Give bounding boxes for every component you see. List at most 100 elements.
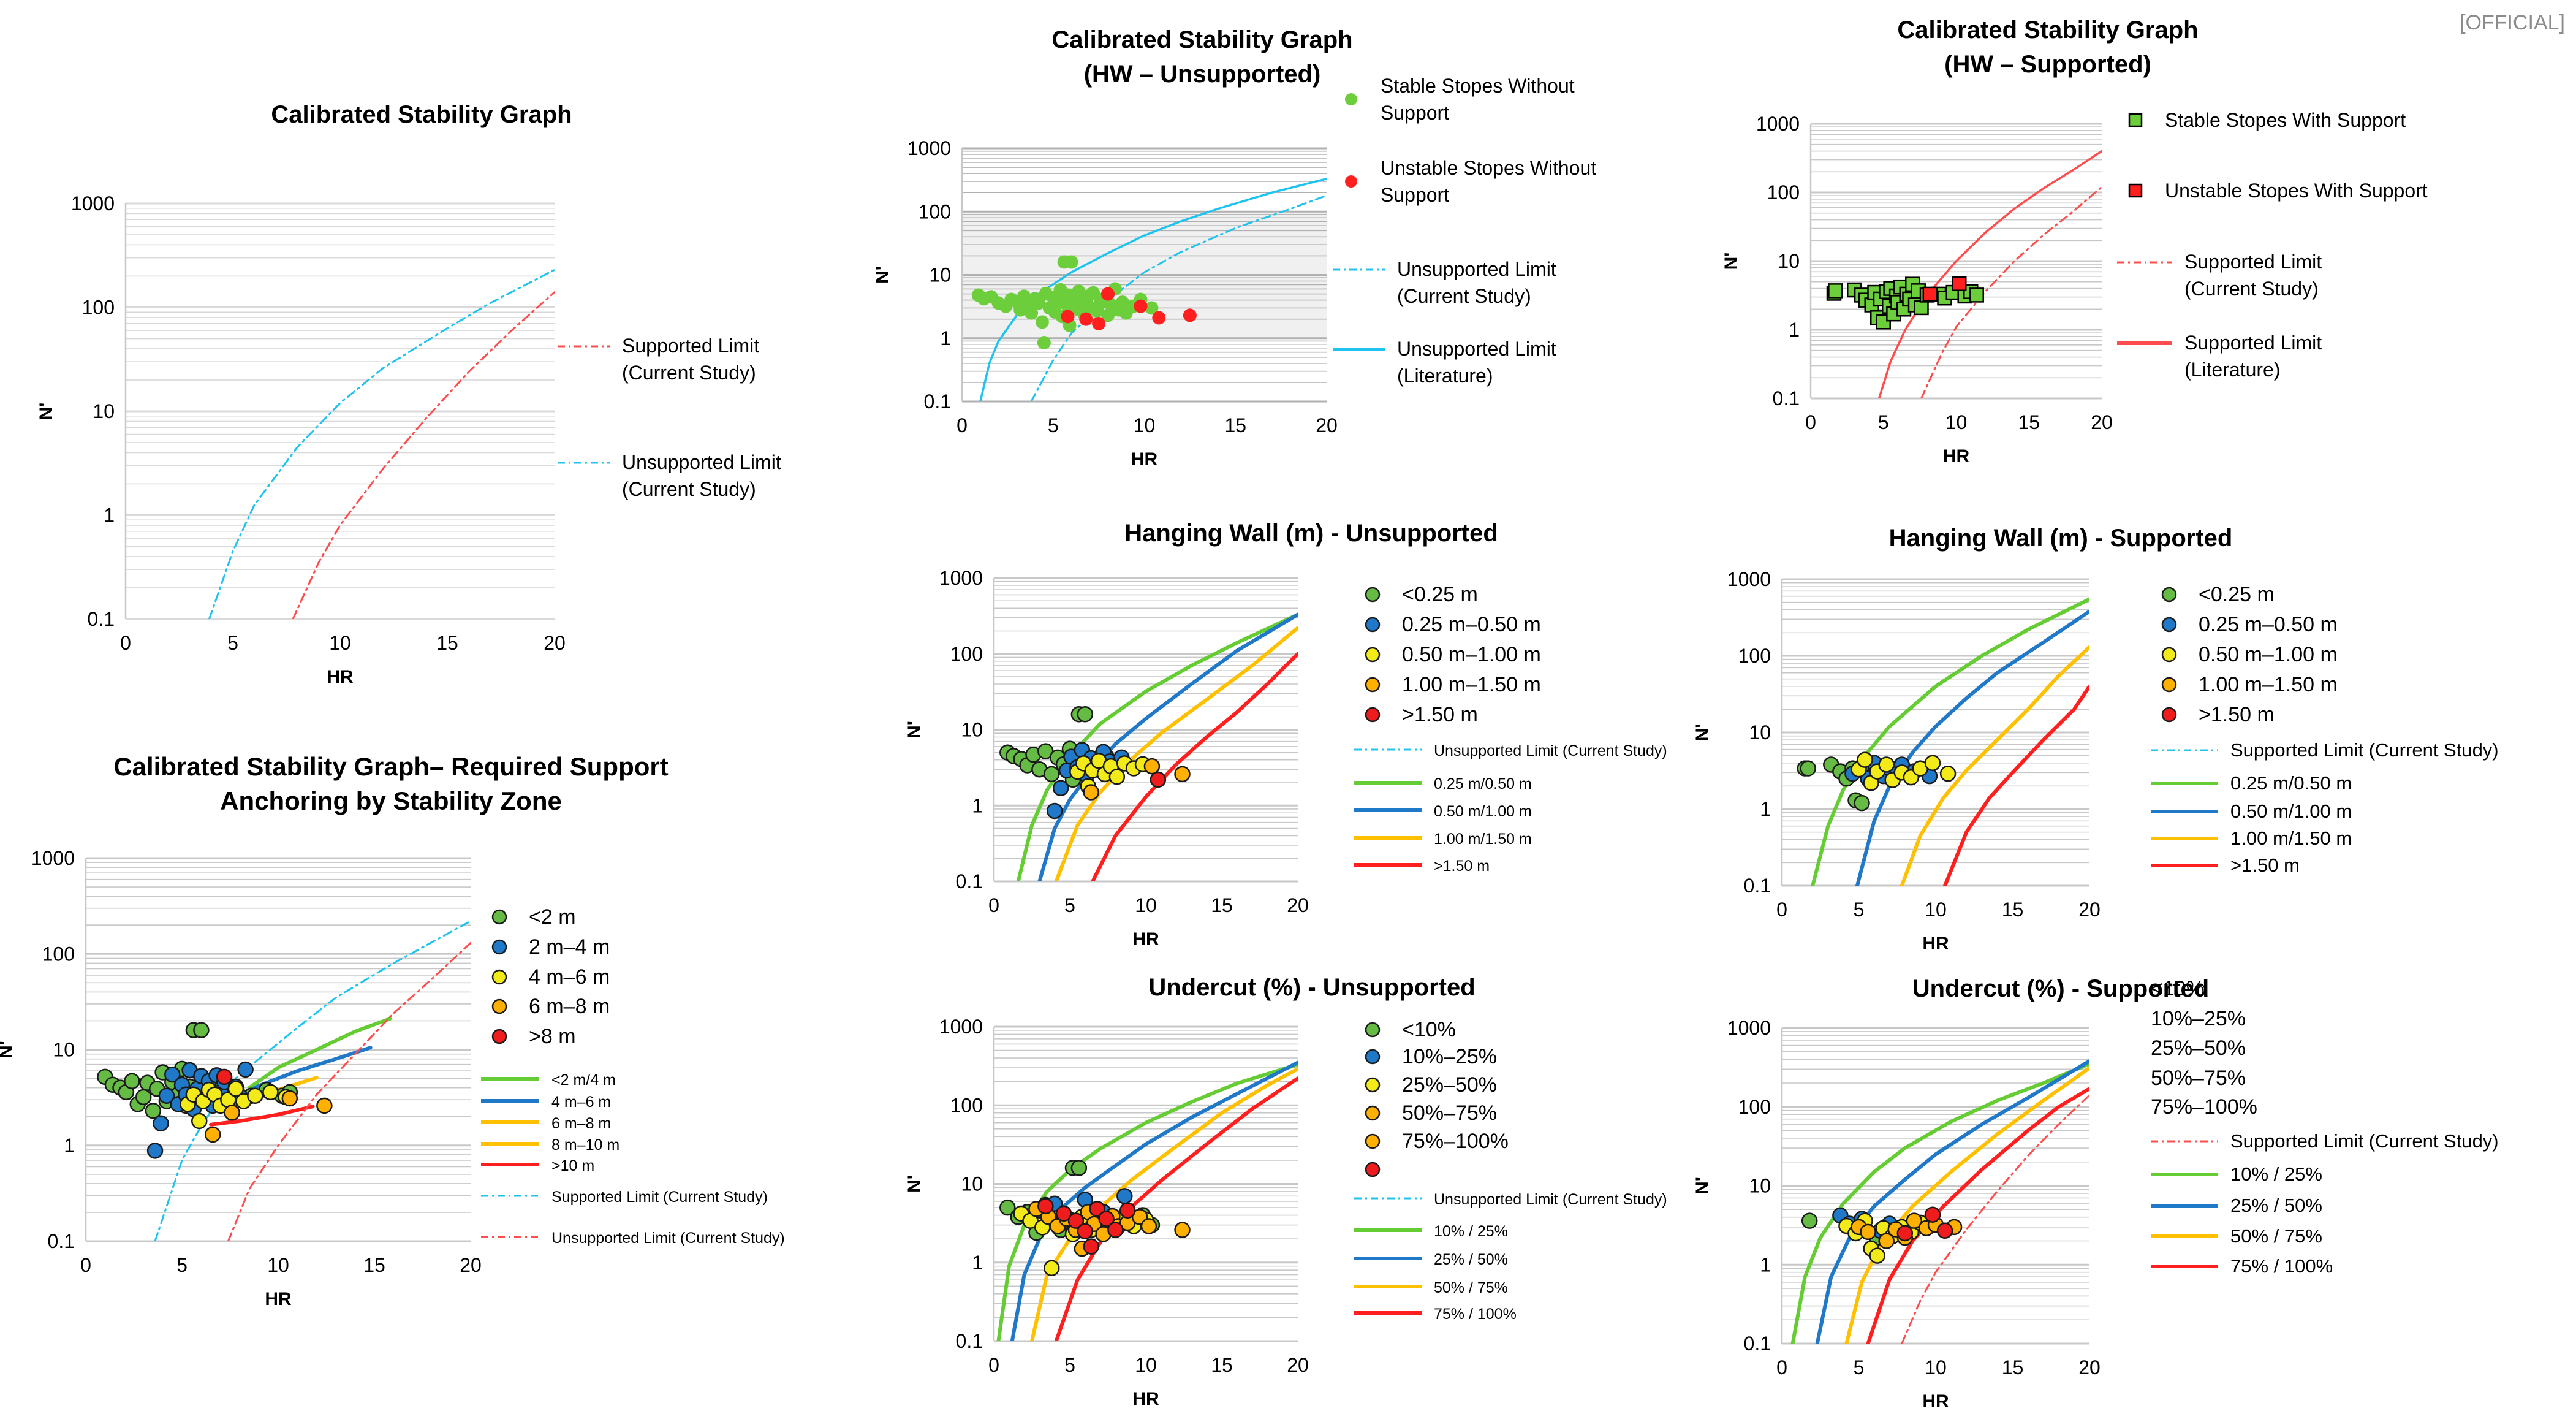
chart-title: Calibrated Stability Graph (271, 101, 572, 128)
series-line-1-50-m (1943, 684, 2089, 886)
legend-swatch-4-m-6-m (491, 969, 507, 985)
legend-label: 50% / 75% (1434, 1279, 1508, 1296)
data-point-stable-stopes-with-support (1914, 300, 1929, 316)
plot-area (1797, 597, 2089, 886)
legend-label: >10 m (551, 1157, 594, 1174)
y-tick-label: 10 (961, 1173, 983, 1195)
series-line-10-m (209, 1105, 315, 1127)
x-tick-label: 10 (1925, 1356, 1947, 1379)
legend-swatch-0-50-m-1-00-m (2161, 647, 2177, 663)
legend-label: 1.00 m–1.50 m (2199, 673, 2338, 696)
legend-label: Support (1381, 184, 1449, 206)
data-point-stable-stopes-with-support (1969, 287, 1984, 303)
x-tick-label: 0 (988, 894, 999, 916)
x-tick-label: 0 (80, 1254, 91, 1276)
data-point-0-25-m-0-50-m (1046, 802, 1063, 820)
data-point-25-50 (1869, 1247, 1885, 1264)
data-point-75-100 (1055, 1205, 1072, 1222)
data-point-stable-stopes-without-support (1025, 306, 1039, 320)
x-tick-label: 20 (544, 632, 566, 654)
x-axis-label: HR (1131, 449, 1158, 470)
data-point-10-25 (1116, 1188, 1133, 1204)
y-tick-label: 1 (940, 327, 951, 349)
y-tick-label: 1000 (1727, 1017, 1771, 1039)
data-point-25-50 (1043, 1260, 1060, 1277)
legend-swatch-0-25-m-0-50-m (2161, 617, 2177, 633)
legend-label: 4 m–6 m (529, 965, 610, 989)
y-axis-label: N' (904, 721, 925, 739)
series-line-0-25-m-0-50-m (1811, 597, 2089, 886)
plot-area (971, 177, 1327, 401)
chart-title: Hanging Wall (m) - Unsupported (1124, 520, 1498, 547)
x-tick-label: 20 (1287, 894, 1309, 916)
x-tick-label: 10 (1925, 899, 1947, 921)
x-tick-label: 5 (227, 632, 238, 654)
y-tick-label: 0.1 (48, 1230, 75, 1252)
y-tick-label: 1000 (939, 567, 983, 589)
legend-label: Supported Limit (622, 335, 759, 357)
x-tick-label: 5 (1048, 414, 1059, 436)
legend-label: Unstable Stopes With Support (2165, 180, 2428, 202)
legend-label: Stable Stopes With Support (2165, 109, 2406, 131)
data-point-50-75 (1140, 1218, 1157, 1234)
data-point-2-m-4-m (146, 1143, 164, 1159)
chart-title: Calibrated Stability Graph– Required Sup… (113, 752, 668, 781)
data-point-0-50-m-1-00-m (1857, 751, 1873, 768)
y-axis-label: N' (1721, 253, 1741, 270)
x-tick-label: 0 (957, 414, 968, 436)
y-tick-label: 10 (53, 1039, 75, 1061)
series-line-2-m-4-m (247, 1017, 392, 1090)
legend-swatch-10-25 (1365, 1049, 1381, 1065)
legend-label: Supported Limit (2184, 332, 2322, 354)
legend-label: 10%–25% (2151, 1007, 2246, 1030)
y-tick-label: 0.1 (88, 608, 115, 630)
data-point-75-100 (1924, 1206, 1941, 1223)
y-tick-label: 100 (82, 297, 115, 319)
legend-label: 8 m–10 m (551, 1136, 619, 1154)
y-tick-label: 1000 (1756, 113, 1800, 135)
x-axis-label: HR (1922, 1391, 1949, 1411)
data-point-50-75 (1174, 1222, 1191, 1238)
x-tick-label: 20 (1287, 1354, 1309, 1376)
chart-title: Calibrated Stability Graph (1897, 17, 2198, 44)
legend-label: 75%–100% (2151, 1095, 2257, 1119)
y-axis-label: N' (0, 1041, 17, 1059)
x-axis-label: HR (1922, 934, 1949, 954)
legend-swatch-0-25-m (1365, 587, 1381, 603)
legend-label: 75%–100% (1402, 1130, 1509, 1153)
data-point-unstable-stopes-without-support (1079, 312, 1093, 326)
legend-swatch-item (1365, 1162, 1381, 1177)
legend-label: >1.50 m (1402, 703, 1478, 726)
data-point-unstable-stopes-without-support (1101, 287, 1115, 301)
legend-swatch-1-00-m-1-50-m (2161, 677, 2177, 693)
data-point-unstable-stopes-without-support (1183, 308, 1197, 322)
x-tick-label: 5 (1854, 1356, 1865, 1379)
series-line-supported-limit-literature (1877, 150, 2102, 398)
legend: <10% 10%–25% 25%–50% 50%–75% 75%–100% Unsuppo… (1354, 1018, 1667, 1323)
legend-swatch-0-25-m-0-50-m (1365, 617, 1381, 633)
legend-label: 2 m–4 m (529, 935, 610, 959)
legend-label: 0.50 m/1.00 m (1434, 803, 1532, 820)
x-axis-label: HR (1132, 929, 1159, 949)
y-tick-label: 0.1 (1773, 387, 1800, 409)
data-point-6-m-8-m (316, 1097, 333, 1114)
legend-label: 25% / 50% (1434, 1251, 1508, 1268)
data-point-1-50-m (1150, 771, 1167, 788)
x-tick-label: 10 (1135, 1354, 1157, 1376)
legend: <0.25 m 0.25 m–0.50 m 0.50 m–1.00 m 1.00 m–… (1354, 583, 1667, 875)
x-tick-label: 20 (2078, 1356, 2101, 1379)
data-point-10 (999, 1199, 1016, 1216)
data-point-75-100 (1067, 1212, 1085, 1229)
legend-label: Unstable Stopes Without (1381, 157, 1596, 179)
x-tick-label: 15 (436, 632, 458, 654)
data-point-4-m-6-m (247, 1087, 263, 1104)
data-point-0-50-m-1-00-m (1939, 765, 1957, 782)
data-point-6-m-8-m (204, 1126, 221, 1143)
chart-title: (HW – Supported) (1944, 51, 2151, 78)
legend-label: 10%–25% (1402, 1045, 1497, 1068)
y-tick-label: 10 (1749, 1175, 1771, 1197)
series-line-25-50 (1010, 1060, 1298, 1341)
data-point-75-100 (1083, 1238, 1099, 1255)
data-point-2-m-4-m (153, 1115, 169, 1131)
legend-swatch-2-m (491, 909, 507, 925)
